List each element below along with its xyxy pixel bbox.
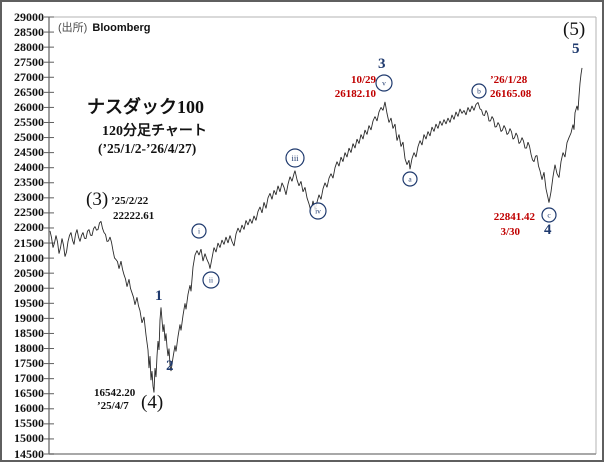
circled-wave-marker-iii: iii [285,148,305,168]
y-tick-label: 22000 [14,220,44,235]
chart-period: (’25/1/2-’26/4/27) [98,141,197,156]
annotation-wave-2: 2 [166,358,174,374]
y-tick-label: 27000 [14,69,44,84]
annotation-red-date-3-30: 3/30 [500,226,520,238]
circled-wave-marker-c: c [541,207,557,223]
y-axis-ticks [44,16,54,455]
annotation-wave-5: 5 [572,41,580,57]
y-tick-label: 24500 [14,145,44,160]
y-tick-label: 23000 [14,190,44,205]
price-line-path [49,67,583,393]
svg-text:iii: iii [291,153,299,163]
annotation-red-price-22841: 22841.42 [493,211,535,223]
y-tick-label: 28000 [14,39,44,54]
annotation-date-25-4-7: ’25/4/7 [97,400,129,412]
y-tick-label: 27500 [14,54,44,69]
annotation-price-16542-20: 16542.20 [94,387,136,399]
annotation-wave-3: 3 [378,56,386,72]
source-name-text: Bloomberg [92,22,151,34]
annotation-price-22222-61: 22222.61 [113,210,155,222]
annotation-wave-1: 1 [155,288,163,304]
y-tick-label: 22500 [14,205,44,220]
svg-text:ii: ii [209,276,213,285]
svg-text:i: i [198,227,200,236]
annotation-wave-paren-5: (5) [563,19,586,40]
y-tick-label: 16000 [14,401,44,416]
svg-text:v: v [382,79,386,88]
annotation-date-25-2-22: ’25/2/22 [111,195,149,207]
circled-wave-marker-i: i [191,223,207,239]
circled-wave-marker-ii: ii [202,271,220,289]
y-tick-label: 18500 [14,325,44,340]
annotation-wave-paren-3: (3) [86,189,109,210]
chart-title: ナスダック100 [87,97,204,117]
y-tick-label: 21000 [14,250,44,265]
y-tick-label: 16500 [14,386,44,401]
y-tick-label: 25000 [14,130,44,145]
y-tick-label: 19000 [14,310,44,325]
svg-text:a: a [408,175,412,184]
svg-text:iv: iv [315,207,321,216]
y-tick-label: 14500 [14,446,44,461]
y-tick-label: 19500 [14,295,44,310]
y-tick-label: 20500 [14,265,44,280]
y-tick-label: 17500 [14,356,44,371]
annotation-wave-4: 4 [544,222,552,238]
y-tick-label: 23500 [14,175,44,190]
chart-subtitle: 120分足チャート [102,124,207,139]
y-tick-label: 21500 [14,235,44,250]
y-tick-label: 28500 [14,24,44,39]
annotation-red-date-10-29: 10/29 [350,74,376,86]
y-tick-label: 24000 [14,160,44,175]
y-tick-label: 26500 [14,84,44,99]
annotation-red-price-26182: 26182.10 [334,88,376,100]
circled-wave-marker-iv: iv [309,202,327,220]
y-tick-label: 20000 [14,280,44,295]
plot-frame [48,16,597,455]
annotation-red-date-26-1-28: ’26/1/28 [490,74,528,86]
annotation-red-price-26165: 26165.08 [490,88,532,100]
y-tick-label: 15000 [14,431,44,446]
y-tick-label: 17000 [14,371,44,386]
y-tick-label: 15500 [14,416,44,431]
y-tick-label: 25500 [14,114,44,129]
svg-text:b: b [477,87,481,96]
circled-wave-marker-a: a [402,171,418,187]
svg-text:c: c [547,211,551,220]
y-tick-label: 18000 [14,341,44,356]
circled-wave-marker-b: b [471,83,487,99]
y-tick-label: 26000 [14,99,44,114]
y-tick-label: 29000 [14,9,44,24]
source-prefix-text: (出所) [58,22,88,34]
source-label: (出所) Bloomberg [58,19,150,35]
circled-wave-marker-v: v [375,74,393,92]
annotation-wave-paren-4: (4) [141,392,164,413]
